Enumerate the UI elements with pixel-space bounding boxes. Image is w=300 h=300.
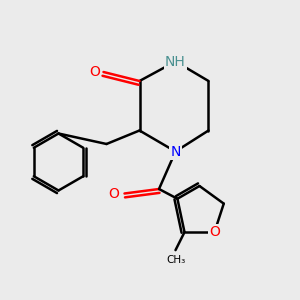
Text: N: N <box>170 145 181 158</box>
Text: CH₃: CH₃ <box>166 255 185 265</box>
Text: O: O <box>209 225 220 239</box>
Text: O: O <box>89 65 100 79</box>
Text: NH: NH <box>165 55 186 68</box>
Text: O: O <box>109 187 119 200</box>
